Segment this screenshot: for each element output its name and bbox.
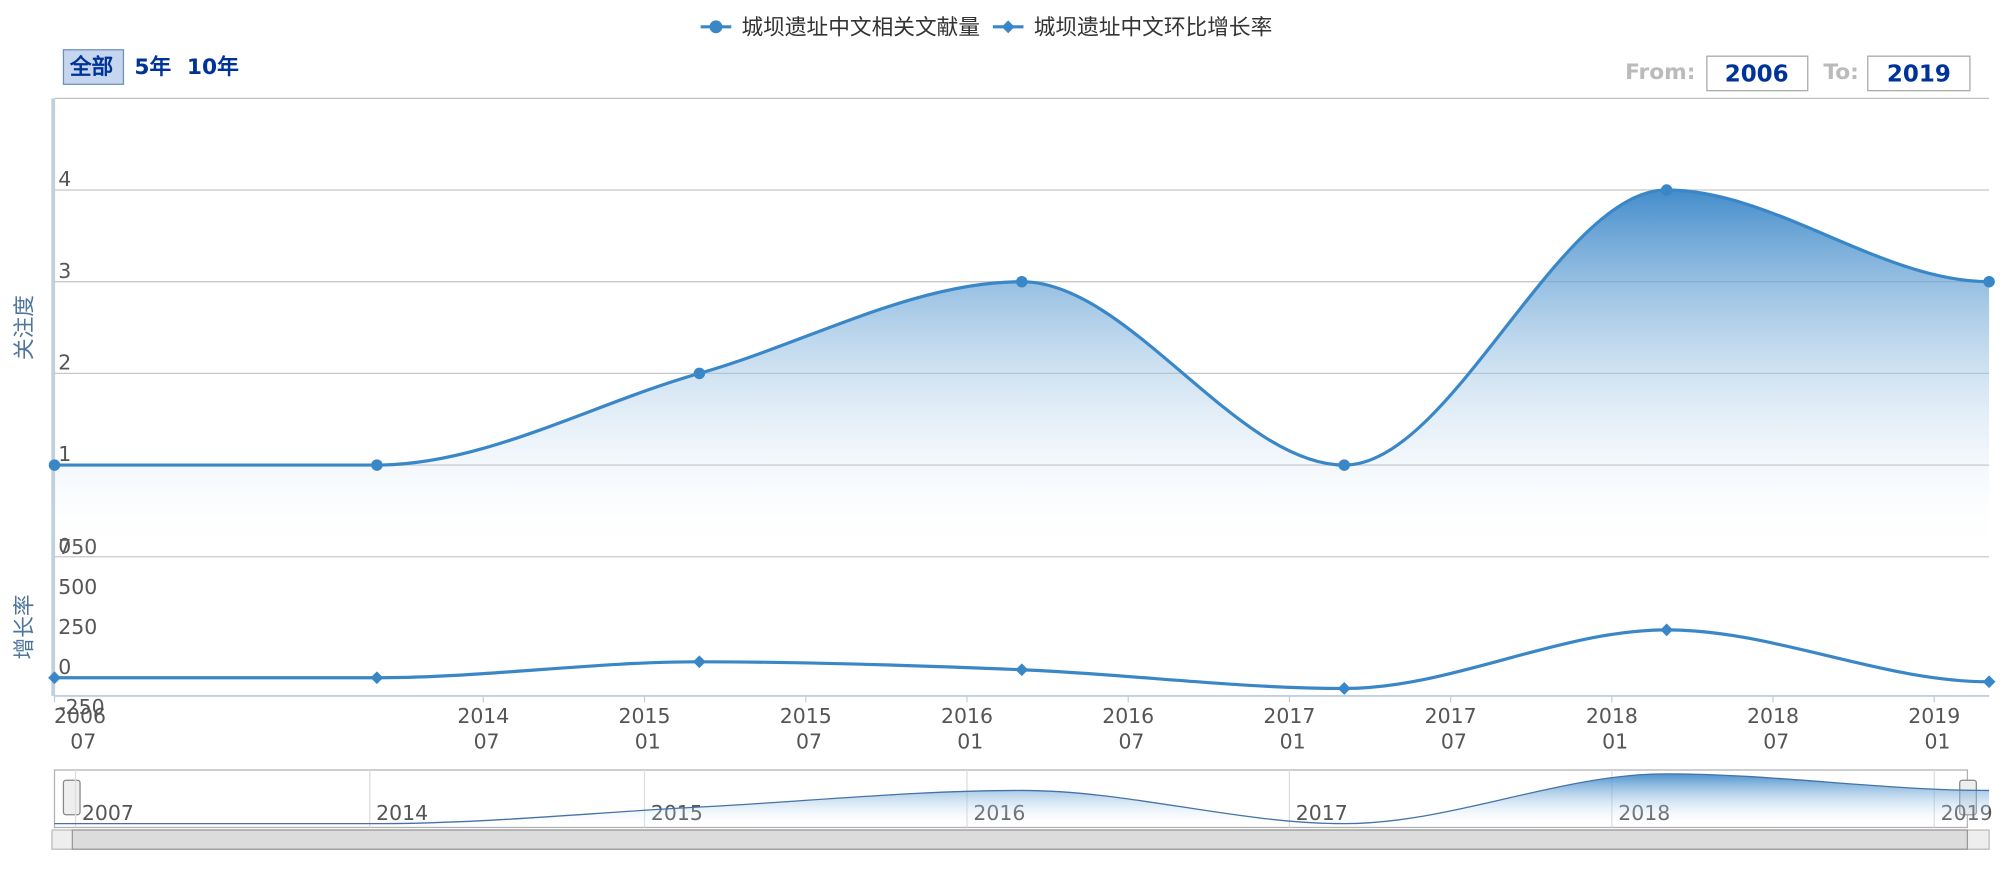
marker bbox=[1983, 275, 1995, 288]
legend-label[interactable]: 城坝遗址中文环比增长率 bbox=[1034, 15, 1273, 40]
y-tick-label: 0 bbox=[58, 655, 71, 679]
marker bbox=[48, 671, 61, 685]
from-label: From: bbox=[1625, 60, 1695, 85]
x-tick-label: 2015 01 bbox=[619, 704, 671, 754]
x-tick-label: 2006 07 bbox=[54, 704, 106, 754]
y-tick-label: 500 bbox=[58, 575, 97, 599]
x-tick-label: 2018 07 bbox=[1747, 704, 1799, 754]
y-tick-label: 3 bbox=[58, 259, 71, 283]
x-tick-label: 2016 01 bbox=[941, 704, 993, 754]
line bbox=[54, 628, 1990, 691]
navigator-area bbox=[54, 773, 1990, 828]
navigator-handle[interactable] bbox=[62, 779, 81, 816]
y-axis-title: 增长率 bbox=[13, 594, 38, 659]
from-value[interactable]: 2006 bbox=[1725, 62, 1789, 88]
to-value[interactable]: 2019 bbox=[1887, 62, 1951, 88]
marker bbox=[1015, 663, 1029, 677]
y-tick-label: 2 bbox=[58, 351, 71, 375]
y-tick-label: 1 bbox=[58, 442, 71, 466]
marker bbox=[1338, 459, 1350, 471]
marker bbox=[1982, 675, 1996, 689]
navigator-line bbox=[54, 773, 1990, 825]
scrollbar-thumb[interactable] bbox=[71, 829, 1969, 850]
range-button[interactable]: 全部 bbox=[69, 54, 114, 80]
navigator-tick-label: 2007 bbox=[82, 801, 134, 825]
area bbox=[54, 190, 1990, 557]
range-button[interactable]: 5年 bbox=[134, 54, 171, 80]
x-tick-label: 2019 01 bbox=[1908, 704, 1960, 754]
marker bbox=[1660, 184, 1673, 196]
x-tick-label: 2017 07 bbox=[1425, 704, 1477, 754]
marker bbox=[1337, 682, 1351, 695]
legend-symbol bbox=[709, 20, 723, 34]
x-tick-label: 2018 01 bbox=[1586, 704, 1638, 754]
range-button[interactable]: 10年 bbox=[187, 54, 239, 80]
x-tick-label: 2016 07 bbox=[1102, 704, 1154, 754]
marker bbox=[693, 367, 706, 380]
y-axis-title: 关注度 bbox=[13, 295, 38, 360]
x-tick-label: 2017 01 bbox=[1263, 704, 1315, 754]
marker bbox=[692, 655, 706, 669]
navigator-tick-label: 2017 bbox=[1296, 801, 1348, 825]
marker bbox=[1660, 623, 1674, 637]
legend-label[interactable]: 城坝遗址中文相关文献量 bbox=[741, 15, 980, 40]
marker bbox=[371, 459, 383, 471]
legend-symbol bbox=[1001, 20, 1015, 34]
marker bbox=[48, 459, 61, 471]
y-tick-label: 250 bbox=[58, 615, 97, 639]
y-tick-label: 4 bbox=[58, 167, 71, 191]
marker bbox=[1016, 275, 1028, 288]
y-tick-label: -250 bbox=[58, 695, 104, 719]
x-tick-label: 2014 07 bbox=[457, 704, 509, 754]
range-button-bg[interactable] bbox=[62, 49, 125, 85]
navigator-tick-label: 2014 bbox=[376, 801, 428, 825]
to-input[interactable] bbox=[1867, 55, 1971, 92]
marker bbox=[370, 671, 384, 685]
to-label: To: bbox=[1823, 60, 1858, 85]
x-tick-label: 2015 07 bbox=[780, 704, 832, 754]
from-input[interactable] bbox=[1706, 55, 1809, 92]
